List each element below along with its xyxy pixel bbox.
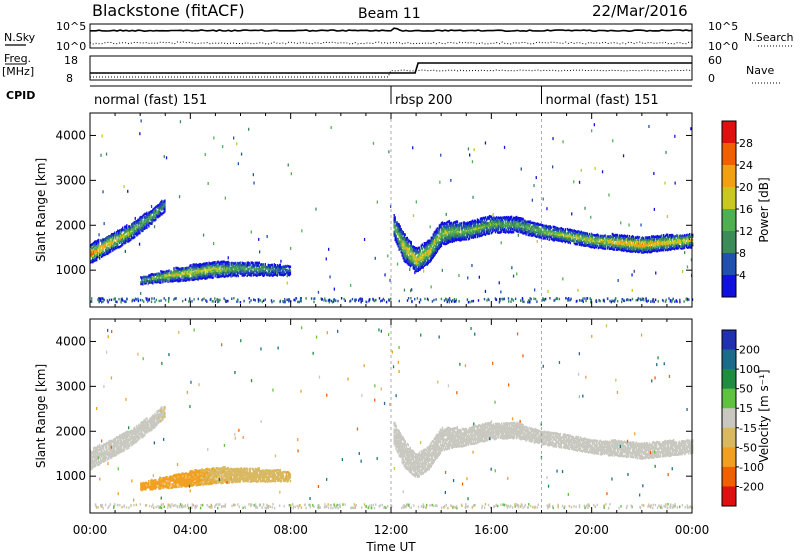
colorbar-tick-label: 12 (739, 225, 753, 238)
noise-tick-bottom-right: 10^0 (708, 40, 738, 53)
y-tick-label: 1000 (55, 469, 86, 483)
noise-panel: N.Sky 10^5 10^0 10^5 10^0 N.Search (4, 20, 794, 53)
nsky-label: N.Sky (4, 31, 36, 44)
colorbar-tick-label: -200 (739, 480, 764, 493)
colorbar-segment (722, 231, 736, 254)
x-tick-label: 00:00 (675, 523, 710, 537)
noise-tick-top-left: 10^5 (56, 20, 86, 33)
x-tick-label: 12:00 (374, 523, 409, 537)
colorbar-tick-label: 4 (739, 269, 746, 282)
y-tick-label: 4000 (55, 334, 86, 348)
y-tick-label: 2000 (55, 424, 86, 438)
nave-label: Nave (746, 64, 774, 77)
x-tick-label: 04:00 (173, 523, 208, 537)
power-colorbar: 28 24 20 16 12 8 4 (721, 120, 753, 298)
colorbar-tick-label: 28 (739, 137, 753, 150)
y-tick-label: 4000 (55, 128, 86, 142)
x-axis-label: Time UT (365, 540, 416, 554)
nsky-line (90, 27, 693, 33)
x-tick-label: 00:00 (73, 523, 108, 537)
colorbar-segment (722, 275, 736, 298)
nave-line (90, 69, 693, 78)
nave-tick-bottom: 0 (708, 72, 715, 85)
velocity-colorbar: 200 100 50 15 -15 -50 -100 -200 (721, 329, 764, 507)
velocity-colorbar-label: Velocity [m s⁻¹] (757, 369, 771, 462)
colorbar-segment (722, 447, 736, 468)
colorbar-tick-label: 16 (739, 203, 753, 216)
frequency-panel: Freq. [MHz] 18 8 60 0 Nave (2, 52, 780, 85)
x-tick-label: 20:00 (574, 523, 609, 537)
colorbar-segment (722, 466, 736, 487)
colorbar-tick-label: 100 (739, 363, 760, 376)
velocity-echo-layer (90, 319, 694, 513)
velocity-ylabel: Slant Range [km] (34, 364, 48, 468)
colorbar-segment (722, 330, 736, 351)
freq-unit-label: [MHz] (2, 65, 34, 78)
power-ylabel: Slant Range [km] (34, 158, 48, 262)
colorbar-tick-label: -15 (739, 422, 757, 435)
y-tick-label: 3000 (55, 379, 86, 393)
beam-title: Beam 11 (358, 6, 421, 22)
colorbar-segment (722, 486, 736, 507)
colorbar-segment (722, 165, 736, 188)
cpid-segment-label: normal (fast) 151 (94, 93, 207, 108)
colorbar-segment (722, 349, 736, 370)
colorbar-segment (722, 388, 736, 409)
colorbar-segment (722, 187, 736, 210)
y-tick-label: 1000 (55, 263, 86, 277)
colorbar-segment (722, 369, 736, 390)
nave-tick-top: 60 (708, 54, 722, 67)
colorbar-tick-label: 24 (739, 159, 753, 172)
colorbar-segment (722, 121, 736, 144)
colorbar-segment (722, 427, 736, 448)
cpid-segment-label: rbsp 200 (395, 93, 453, 108)
y-tick-label: 2000 (55, 218, 86, 232)
date-title: 22/Mar/2016 (592, 2, 688, 20)
x-tick-label: 08:00 (273, 523, 308, 537)
colorbar-tick-label: 200 (739, 344, 760, 357)
colorbar-tick-label: 20 (739, 181, 753, 194)
colorbar-tick-label: -100 (739, 461, 764, 474)
nsearch-label: N.Search (744, 31, 794, 44)
nsearch-line (89, 41, 692, 45)
power-panel: 1000 2000 3000 4000 Slant Range [km] (34, 112, 694, 308)
frequency-line (90, 62, 692, 74)
freq-label: Freq. (4, 52, 31, 65)
colorbar-segment (722, 253, 736, 276)
colorbar-tick-label: 8 (739, 247, 746, 260)
velocity-panel: 1000 2000 3000 4000 Slant Range [km] (34, 318, 694, 514)
freq-tick-top: 18 (64, 54, 78, 67)
colorbar-tick-label: 50 (739, 383, 753, 396)
power-echo-layer (90, 113, 694, 307)
colorbar-tick-label: -50 (739, 441, 757, 454)
cpid-segment-label: normal (fast) 151 (546, 93, 659, 108)
cpid-label: CPID (6, 89, 35, 102)
power-colorbar-label: Power [dB] (757, 177, 771, 242)
freq-tick-bottom: 8 (66, 72, 73, 85)
y-tick-label: 3000 (55, 173, 86, 187)
colorbar-segment (722, 143, 736, 166)
x-tick-label: 16:00 (474, 523, 509, 537)
colorbar-tick-label: 15 (739, 402, 753, 415)
colorbar-segment (722, 408, 736, 429)
cpid-panel: CPID normal (fast) 151 rbsp 200 normal (fa… (6, 85, 692, 108)
noise-tick-bottom-left: 10^0 (56, 40, 86, 53)
noise-tick-top-right: 10^5 (708, 20, 738, 33)
station-title: Blackstone (fitACF) (92, 1, 245, 20)
colorbar-segment (722, 209, 736, 232)
